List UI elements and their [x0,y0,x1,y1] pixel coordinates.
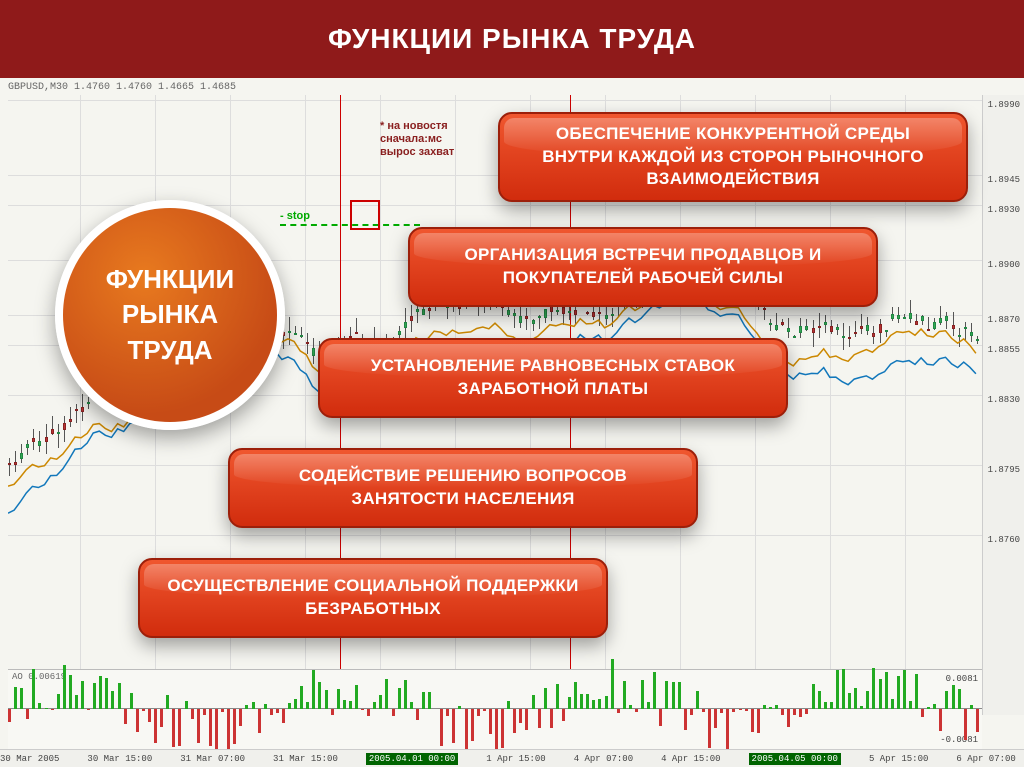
chart-ticker-label: GBPUSD,M30 1.4760 1.4760 1.4665 1.4685 [8,82,236,93]
chart-annotation: * на новостясначала:мсвырос захват [380,120,454,160]
function-box-3: УСТАНОВЛЕНИЕ РАВНОВЕСНЫХ СТАВОК ЗАРАБОТН… [318,338,788,418]
function-text: ОБЕСПЕЧЕНИЕ КОНКУРЕНТНОЙ СРЕДЫ ВНУТРИ КА… [524,123,942,192]
oscillator-label: AO 0.00619 [12,672,66,682]
slide-title: ФУНКЦИИ РЫНКА ТРУДА [328,23,696,55]
central-concept-circle: ФУНКЦИИРЫНКАТРУДА [55,200,285,430]
highlight-box [350,200,380,230]
function-box-2: ОРГАНИЗАЦИЯ ВСТРЕЧИ ПРОДАВЦОВ И ПОКУПАТЕ… [408,227,878,307]
function-text: ОСУЩЕСТВЛЕНИЕ СОЦИАЛЬНОЙ ПОДДЕРЖКИ БЕЗРА… [164,575,582,621]
function-text: ОРГАНИЗАЦИЯ ВСТРЕЧИ ПРОДАВЦОВ И ПОКУПАТЕ… [434,244,852,290]
oscillator-lower-value: -0.0081 [940,735,978,745]
oscillator-panel: AO 0.00619 0.0081 -0.0081 [8,669,982,749]
central-concept-text: ФУНКЦИИРЫНКАТРУДА [106,262,234,367]
function-text: СОДЕЙСТВИЕ РЕШЕНИЮ ВОПРОСОВ ЗАНЯТОСТИ НА… [254,465,672,511]
function-text: УСТАНОВЛЕНИЕ РАВНОВЕСНЫХ СТАВОК ЗАРАБОТН… [344,355,762,401]
function-box-4: СОДЕЙСТВИЕ РЕШЕНИЮ ВОПРОСОВ ЗАНЯТОСТИ НА… [228,448,698,528]
oscillator-upper-value: 0.0081 [946,674,978,684]
function-box-5: ОСУЩЕСТВЛЕНИЕ СОЦИАЛЬНОЙ ПОДДЕРЖКИ БЕЗРА… [138,558,608,638]
function-box-1: ОБЕСПЕЧЕНИЕ КОНКУРЕНТНОЙ СРЕДЫ ВНУТРИ КА… [498,112,968,202]
stop-label: - stор [280,210,310,222]
chart-y-axis: 1.89901.89451.89301.89001.88701.88551.88… [982,95,1024,715]
slide-title-bar: ФУНКЦИИ РЫНКА ТРУДА [0,0,1024,78]
chart-x-axis: 30 Mar 200530 Mar 15:0031 Mar 07:0031 Ma… [0,749,1024,767]
